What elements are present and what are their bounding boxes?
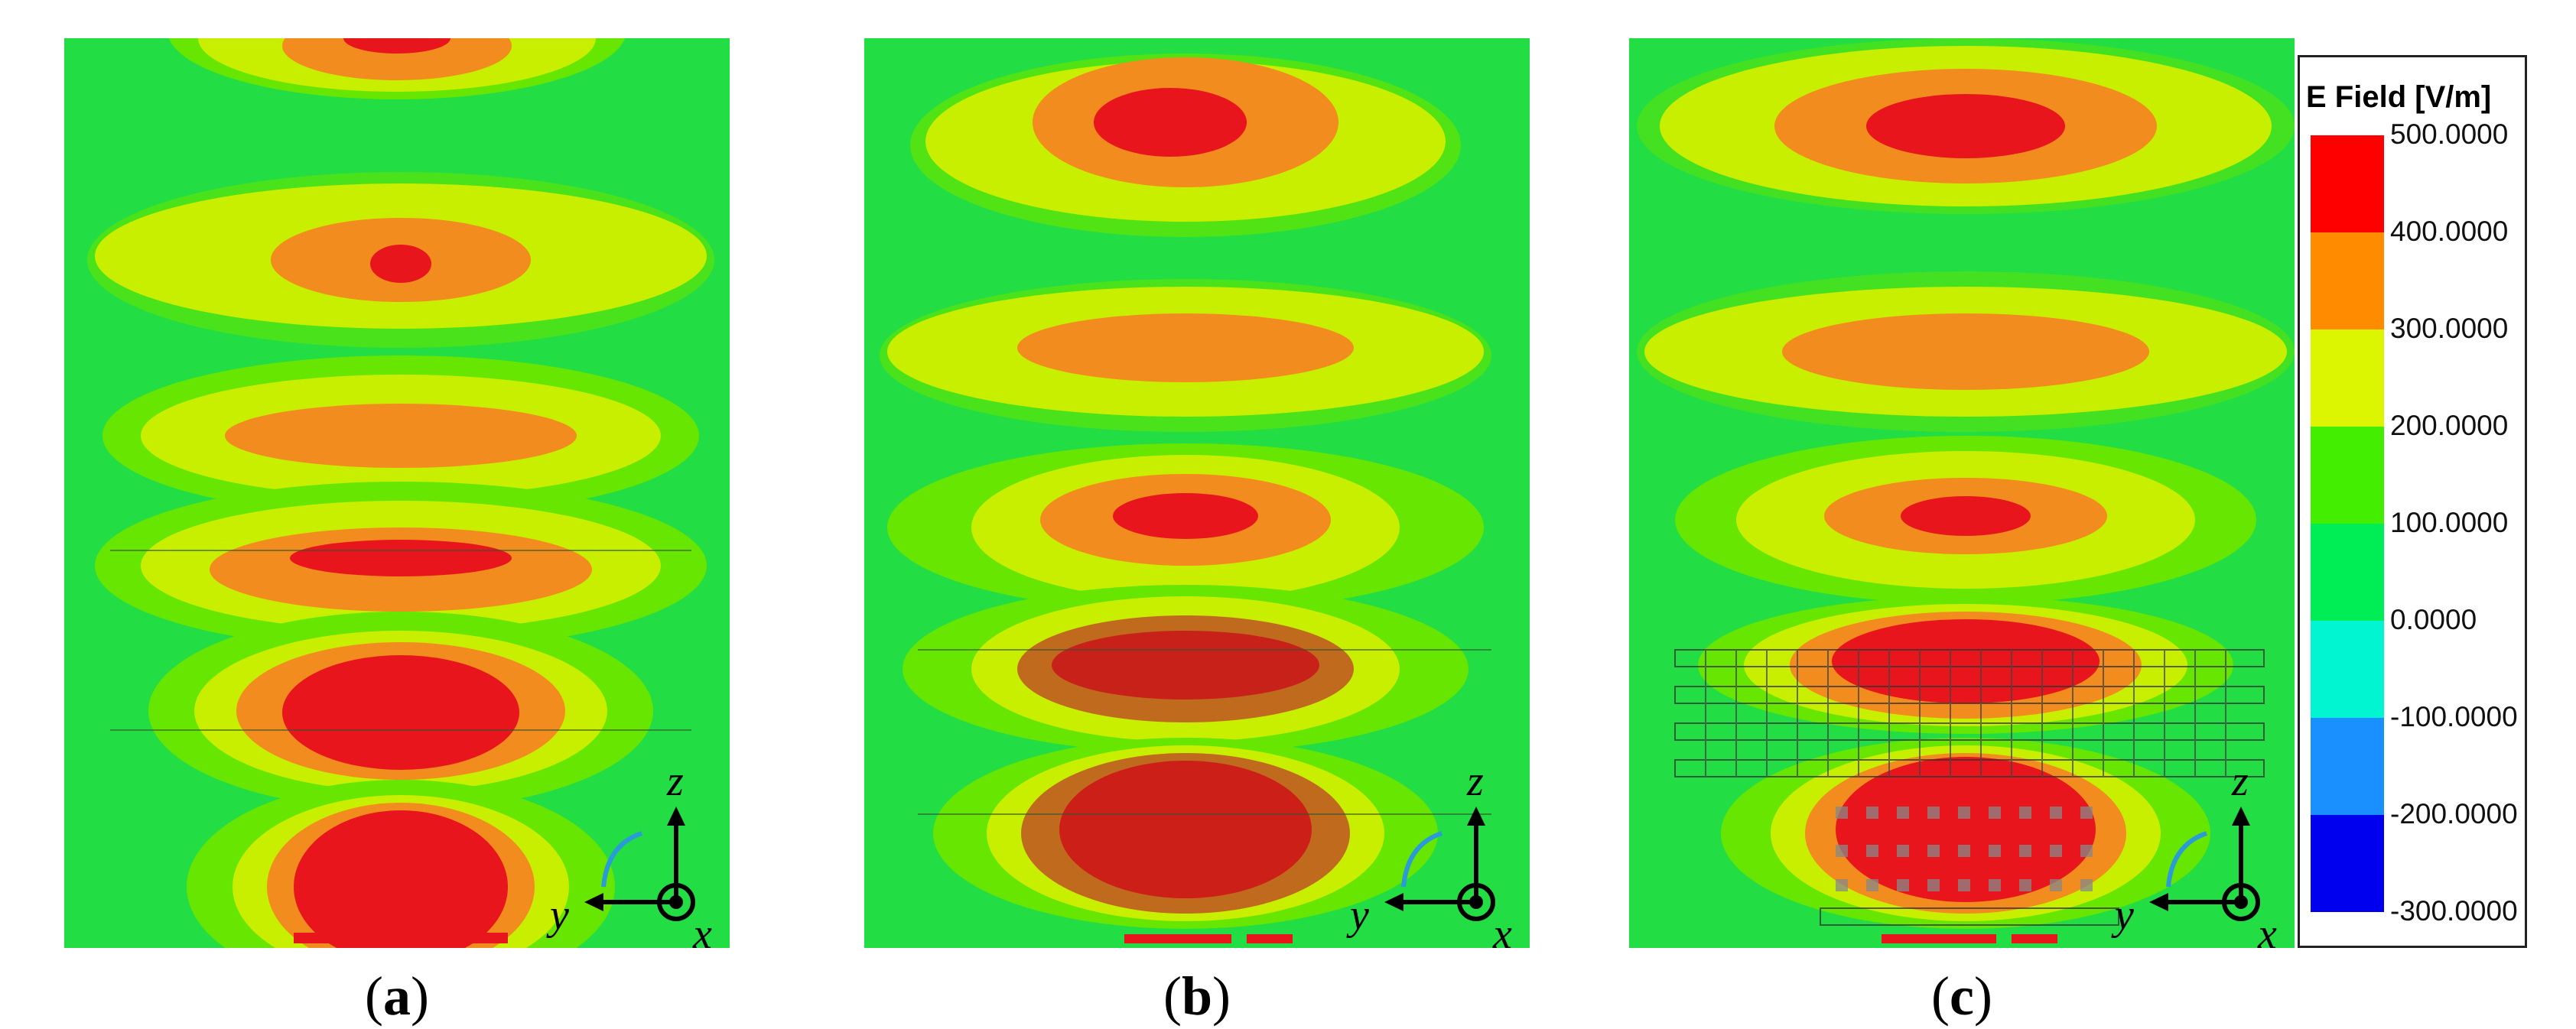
caption-c: (c)	[1931, 966, 1992, 1027]
axis-z-label: z	[666, 758, 684, 805]
colorbar-legend: E Field [V/m] 500.0000 400.0000 300.0000 20…	[2298, 55, 2527, 948]
colorbar-tick-label: 500.0000	[2390, 118, 2509, 150]
colorbar-tick-label: -100.0000	[2390, 701, 2518, 732]
caption-a: (a)	[365, 966, 429, 1027]
axis-triad-a: z y x	[546, 758, 712, 948]
colorbar-swatch	[2311, 427, 2384, 524]
colorbar-swatch	[2311, 524, 2384, 621]
colorbar-tick-label: 400.0000	[2390, 216, 2509, 247]
colorbar-tick-label: 100.0000	[2390, 507, 2509, 538]
field-plot-a: z y x	[64, 38, 730, 948]
colorbar-tick-label: 200.0000	[2390, 410, 2509, 441]
legend-title: E Field [V/m]	[2306, 80, 2492, 114]
colorbar-tick-label: -200.0000	[2390, 798, 2518, 829]
axis-triad-b: z y x	[1346, 758, 1512, 948]
axis-triad-c: z y x	[2111, 758, 2277, 948]
colorbar-swatch	[2311, 621, 2384, 718]
colorbar-swatch	[2311, 815, 2384, 912]
axis-x-label: x	[692, 911, 712, 948]
colorbar-tick-label: -300.0000	[2390, 895, 2518, 927]
colorbar-swatch	[2311, 718, 2384, 815]
axis-z-label: z	[2231, 758, 2249, 805]
axis-y-label: y	[2111, 891, 2134, 939]
field-plot-c: z y x	[1629, 38, 2295, 948]
field-plot-b: z y x	[864, 38, 1530, 948]
colorbar-tick-label: 300.0000	[2390, 313, 2509, 344]
metasurface-layers	[1674, 649, 2265, 926]
axis-x-label: x	[2257, 911, 2277, 948]
caption-b: (b)	[1163, 966, 1231, 1027]
axis-y-label: y	[546, 891, 569, 939]
colorbar-tick-label: 0.0000	[2390, 604, 2477, 635]
colorbar-swatch	[2311, 232, 2384, 329]
colorbar-swatch	[2311, 135, 2384, 232]
colorbar-swatch	[2311, 329, 2384, 427]
axis-x-label: x	[1492, 911, 1512, 948]
axis-y-label: y	[1346, 891, 1369, 939]
axis-z-label: z	[1466, 758, 1484, 805]
